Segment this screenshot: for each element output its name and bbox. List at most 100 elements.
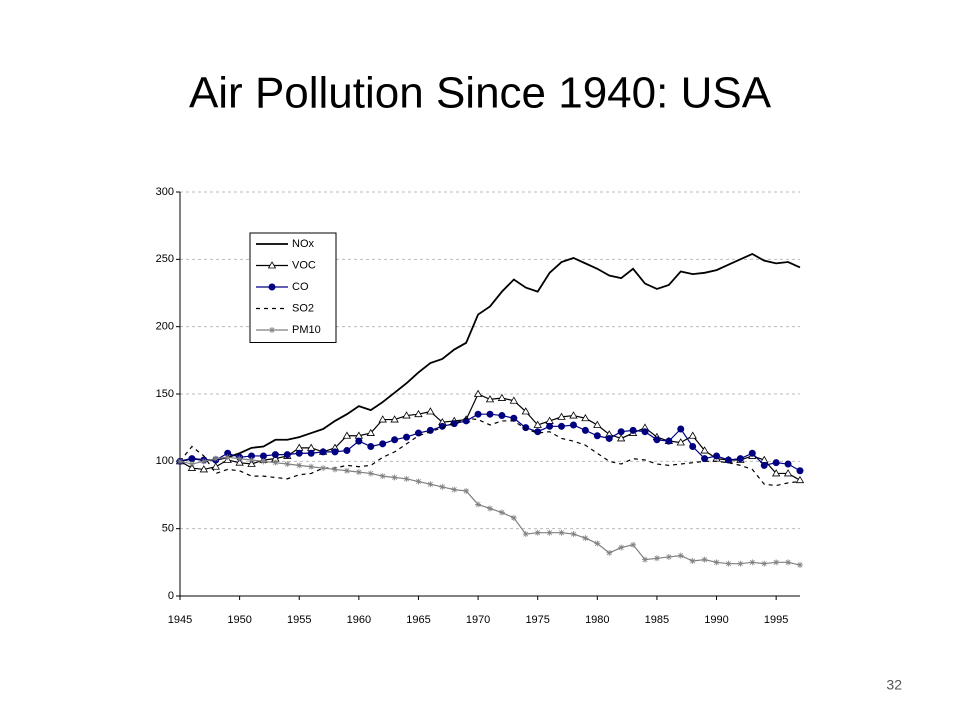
- point: [366, 428, 375, 436]
- point: [332, 466, 338, 473]
- slide-title: Air Pollution Since 1940: USA: [189, 69, 772, 118]
- point: [367, 443, 375, 451]
- point: [617, 428, 625, 436]
- point: [688, 431, 697, 439]
- x-tick-label: 1965: [406, 614, 430, 626]
- point: [581, 413, 590, 422]
- point: [295, 449, 303, 457]
- point: [534, 428, 542, 436]
- point: [391, 474, 398, 481]
- point: [248, 456, 255, 463]
- point: [737, 560, 744, 567]
- point: [426, 407, 435, 415]
- x-tick-label: 1945: [168, 614, 192, 626]
- point: [342, 431, 352, 439]
- point: [761, 560, 768, 567]
- legend-label: PM10: [292, 324, 321, 336]
- point: [474, 410, 482, 418]
- point: [188, 461, 195, 468]
- point: [439, 483, 446, 490]
- point: [320, 465, 327, 472]
- point: [605, 434, 613, 442]
- point: [284, 461, 291, 468]
- point: [629, 426, 637, 434]
- x-tick-label: 1995: [764, 614, 788, 626]
- point: [677, 552, 684, 559]
- point: [713, 559, 720, 566]
- x-tick-label: 1980: [585, 614, 609, 626]
- point: [653, 555, 660, 562]
- point: [713, 452, 721, 460]
- point: [498, 412, 506, 420]
- point: [724, 456, 732, 464]
- legend-marker: [267, 261, 277, 269]
- point: [485, 395, 495, 403]
- point: [772, 459, 780, 467]
- point: [641, 428, 649, 436]
- point: [498, 509, 505, 516]
- point: [451, 486, 458, 493]
- x-tick-label: 1985: [645, 614, 669, 626]
- point: [665, 553, 672, 560]
- point: [796, 467, 804, 475]
- legend-label: CO: [292, 281, 309, 293]
- point: [200, 458, 207, 465]
- point: [308, 463, 315, 470]
- legend-box: [249, 232, 337, 343]
- point: [783, 469, 793, 477]
- point: [509, 396, 519, 404]
- point: [795, 475, 805, 484]
- point: [558, 422, 566, 430]
- point: [797, 562, 803, 569]
- point: [749, 559, 756, 566]
- y-tick-label: 50: [162, 523, 174, 535]
- point: [487, 505, 493, 512]
- point: [343, 447, 351, 455]
- x-tick-label: 1990: [704, 614, 728, 626]
- x-tick-label: 1955: [287, 614, 311, 626]
- point: [593, 420, 602, 428]
- point: [379, 440, 387, 448]
- point: [260, 458, 267, 465]
- y-tick-label: 150: [156, 388, 174, 400]
- point: [403, 433, 411, 441]
- point: [272, 459, 279, 466]
- point: [475, 501, 482, 508]
- point: [594, 540, 601, 547]
- point: [546, 422, 554, 430]
- legend-marker: [269, 327, 275, 333]
- point: [784, 460, 792, 468]
- point: [343, 467, 350, 474]
- point: [390, 415, 399, 423]
- point: [689, 443, 697, 451]
- point: [224, 454, 231, 461]
- point: [606, 549, 613, 556]
- point: [725, 560, 732, 567]
- point: [773, 559, 780, 566]
- point: [701, 455, 709, 463]
- point: [247, 459, 256, 467]
- point: [581, 426, 589, 434]
- point: [188, 455, 196, 463]
- point: [676, 438, 685, 446]
- point: [510, 514, 517, 521]
- point: [701, 556, 708, 563]
- y-tick-label: 0: [168, 590, 174, 602]
- point: [212, 455, 219, 462]
- point: [533, 420, 542, 428]
- series-line: [179, 393, 801, 481]
- point: [748, 449, 756, 457]
- point: [653, 436, 661, 444]
- legend-label: NOx: [292, 238, 315, 250]
- y-tick-label: 250: [156, 253, 174, 265]
- point: [689, 557, 696, 564]
- point: [473, 389, 483, 397]
- point: [582, 535, 589, 542]
- point: [438, 422, 446, 430]
- point: [569, 421, 577, 429]
- point: [463, 487, 470, 494]
- point: [177, 458, 183, 465]
- point: [402, 411, 411, 419]
- series-line: [179, 252, 801, 463]
